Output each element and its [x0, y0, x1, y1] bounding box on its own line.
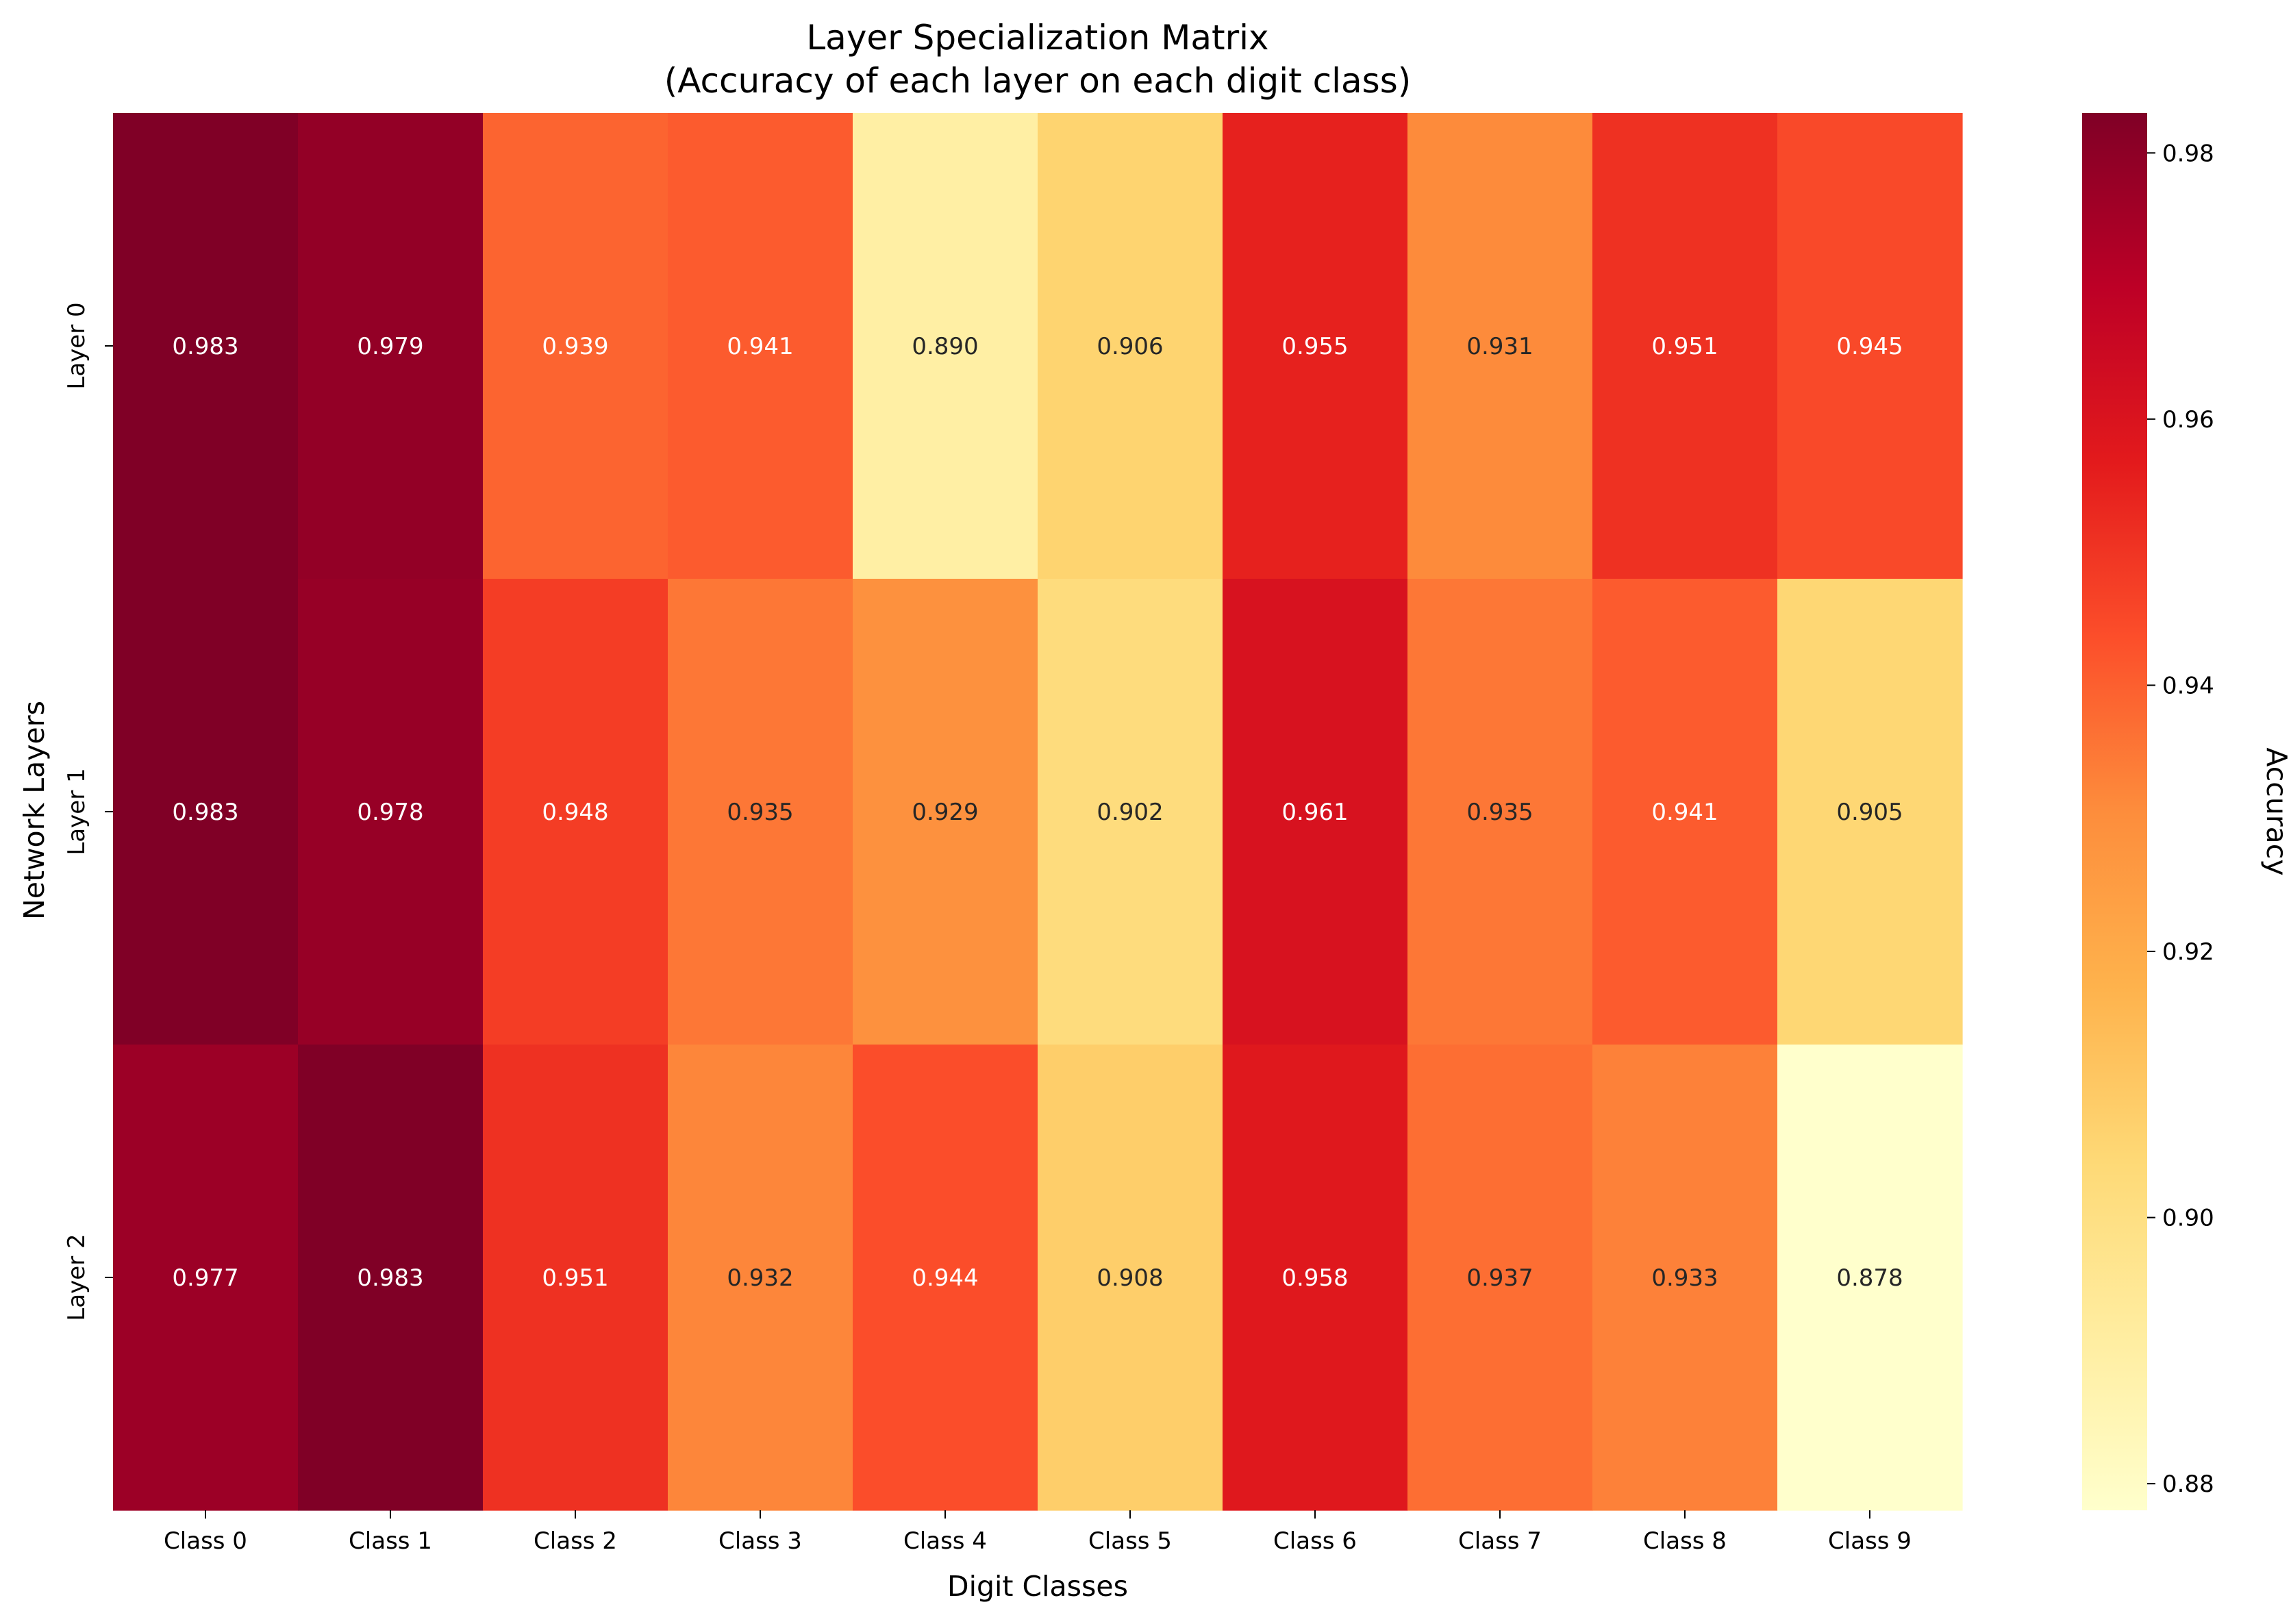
- heatmap-cell: [1407, 1045, 1593, 1511]
- heatmap-cell: [668, 113, 853, 579]
- y-axis-ticks: Layer 0 Layer 1 Layer 2: [63, 302, 113, 1321]
- cell-value-label: 0.958: [1281, 1264, 1348, 1292]
- cell-value-label: 0.902: [1097, 799, 1163, 826]
- heatmap-cell: [668, 1045, 853, 1511]
- cell-value-label: 0.941: [727, 333, 793, 360]
- heatmap-cell: [1592, 113, 1778, 579]
- heatmap-cell: [1592, 1045, 1778, 1511]
- cell-value-label: 0.955: [1281, 333, 1348, 360]
- heatmap-cell: [1038, 113, 1223, 579]
- colorbar-tick-label: 0.92: [2162, 938, 2214, 966]
- heatmap-cell: [113, 1045, 299, 1511]
- x-tick-label: Class 5: [1088, 1527, 1172, 1555]
- heatmap-cell: [113, 579, 299, 1045]
- colorbar-tick-label: 0.90: [2162, 1205, 2214, 1232]
- cell-value-label: 0.983: [172, 799, 238, 826]
- heatmap-cell: [298, 579, 484, 1045]
- heatmap-cell: [298, 113, 484, 579]
- cell-value-label: 0.939: [542, 333, 608, 360]
- x-tick-label: Class 6: [1273, 1527, 1357, 1555]
- heatmap-cell: [1592, 579, 1778, 1045]
- heatmap-cell: [1038, 579, 1223, 1045]
- heatmap-cells: [113, 113, 1963, 1511]
- x-tick-label: Class 9: [1828, 1527, 1912, 1555]
- cell-value-label: 0.983: [357, 1264, 423, 1292]
- x-tick-label: Class 1: [349, 1527, 432, 1555]
- heatmap-cell: [483, 113, 668, 579]
- x-tick-label: Class 8: [1643, 1527, 1727, 1555]
- cell-value-label: 0.931: [1466, 333, 1533, 360]
- colorbar: [2082, 113, 2147, 1510]
- y-tick-label: Layer 2: [63, 1234, 90, 1321]
- heatmap-cell: [1223, 579, 1408, 1045]
- cell-value-label: 0.906: [1097, 333, 1163, 360]
- heatmap-cell: [298, 1045, 484, 1511]
- heatmap-cell-labels: 0.983 0.979 0.939 0.941 0.890 0.906 0.955 0.931…: [172, 333, 1903, 1292]
- cell-value-label: 0.945: [1836, 333, 1903, 360]
- colorbar-tick-label: 0.94: [2162, 672, 2214, 699]
- y-axis-label: Network Layers: [18, 701, 51, 920]
- colorbar-label: Accuracy: [2260, 747, 2291, 875]
- heatmap-cell: [1777, 1045, 1963, 1511]
- colorbar-tick-label: 0.96: [2162, 406, 2214, 434]
- cell-value-label: 0.977: [172, 1264, 238, 1292]
- cell-value-label: 0.951: [1651, 333, 1718, 360]
- x-tick-label: Class 7: [1458, 1527, 1542, 1555]
- heatmap-cell: [1777, 579, 1963, 1045]
- x-axis-label: Digit Classes: [947, 1570, 1128, 1603]
- heatmap-cell: [113, 113, 299, 579]
- x-axis-ticks: Class 0 Class 1 Class 2 Class 3 Class 4 Class…: [164, 1510, 1912, 1555]
- cell-value-label: 0.929: [912, 799, 978, 826]
- colorbar-ticks: 0.88 0.90 0.92 0.94 0.96 0.98: [2147, 140, 2214, 1498]
- cell-value-label: 0.951: [542, 1264, 608, 1292]
- y-tick-label: Layer 1: [63, 768, 90, 855]
- cell-value-label: 0.890: [912, 333, 978, 360]
- x-tick-label: Class 0: [164, 1527, 247, 1555]
- x-tick-label: Class 3: [718, 1527, 802, 1555]
- heatmap-cell: [1777, 113, 1963, 579]
- cell-value-label: 0.905: [1836, 799, 1903, 826]
- colorbar-tick-label: 0.98: [2162, 140, 2214, 167]
- cell-value-label: 0.935: [727, 799, 793, 826]
- cell-value-label: 0.935: [1466, 799, 1533, 826]
- cell-value-label: 0.933: [1651, 1264, 1718, 1292]
- heatmap-cell: [1223, 1045, 1408, 1511]
- chart-subtitle: (Accuracy of each layer on each digit cl…: [664, 61, 1412, 101]
- y-tick-label: Layer 0: [63, 302, 90, 389]
- heatmap-cell: [1407, 579, 1593, 1045]
- cell-value-label: 0.941: [1651, 799, 1718, 826]
- chart-title: Layer Specialization Matrix: [806, 18, 1268, 58]
- cell-value-label: 0.944: [912, 1264, 978, 1292]
- cell-value-label: 0.978: [357, 799, 423, 826]
- colorbar-tick-label: 0.88: [2162, 1471, 2214, 1498]
- cell-value-label: 0.908: [1097, 1264, 1163, 1292]
- cell-value-label: 0.878: [1836, 1264, 1903, 1292]
- cell-value-label: 0.983: [172, 333, 238, 360]
- heatmap-cell: [853, 1045, 1038, 1511]
- heatmap-cell: [483, 579, 668, 1045]
- cell-value-label: 0.937: [1466, 1264, 1533, 1292]
- x-tick-label: Class 2: [534, 1527, 617, 1555]
- x-tick-label: Class 4: [903, 1527, 987, 1555]
- heatmap-cell: [1038, 1045, 1223, 1511]
- heatmap-cell: [853, 579, 1038, 1045]
- heatmap-cell: [1407, 113, 1593, 579]
- heatmap-cell: [853, 113, 1038, 579]
- heatmap-cell: [668, 579, 853, 1045]
- cell-value-label: 0.961: [1281, 799, 1348, 826]
- heatmap-cell: [1223, 113, 1408, 579]
- heatmap-cell: [483, 1045, 668, 1511]
- cell-value-label: 0.979: [357, 333, 423, 360]
- cell-value-label: 0.948: [542, 799, 608, 826]
- cell-value-label: 0.932: [727, 1264, 793, 1292]
